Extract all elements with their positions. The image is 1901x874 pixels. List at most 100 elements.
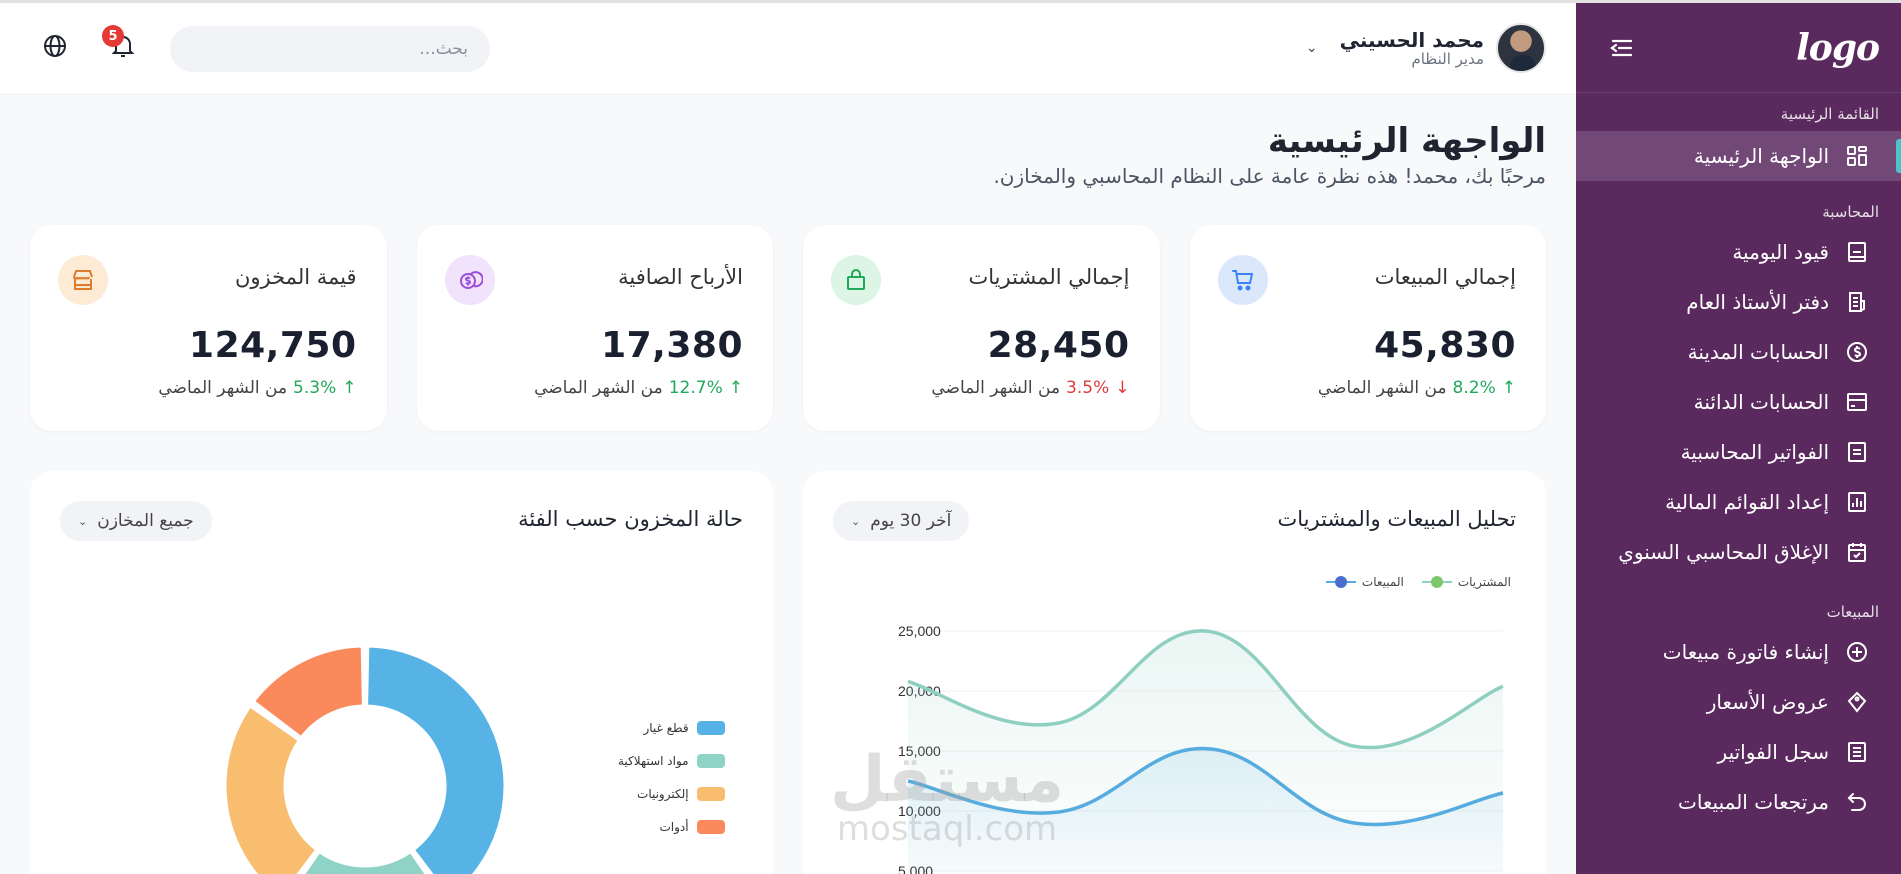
legend-swatch-green — [1421, 576, 1452, 588]
stat-card-total-sales[interactable]: إجمالي المبيعات 45,830 ↑ 8.2% من الشهر ا… — [1189, 225, 1546, 431]
book-icon — [1845, 240, 1869, 264]
stat-delta-percent: 8.2% — [1452, 378, 1496, 398]
sidebar-item-general-ledger[interactable]: دفتر الأستاذ العام — [1576, 277, 1901, 327]
wallet-icon — [1845, 390, 1869, 414]
donut-slice[interactable] — [365, 644, 507, 874]
collapse-sidebar-button[interactable] — [1606, 32, 1638, 64]
line-series[interactable] — [907, 746, 1504, 827]
list-icon — [1845, 740, 1869, 764]
sidebar-item-label: قيود اليومية — [1732, 240, 1829, 264]
stat-card-total-purchases[interactable]: إجمالي المشتريات 28,450 ↓ 3.5% من الشهر … — [803, 225, 1160, 431]
sidebar-item-quotations[interactable]: عروض الأسعار — [1576, 677, 1901, 727]
donut-slice[interactable] — [285, 850, 445, 874]
arrow-up-icon: ↑ — [1501, 378, 1516, 398]
sidebar-item-financial-statements[interactable]: إعداد القوائم المالية — [1576, 477, 1901, 527]
legend-item[interactable]: قطع غيار — [618, 711, 725, 744]
store-icon — [58, 255, 108, 305]
warehouse-dropdown[interactable]: جميع المخازن ⌄ — [60, 501, 212, 541]
stat-title: إجمالي المشتريات — [968, 265, 1130, 289]
sidebar-item-create-sales-invoice[interactable]: إنشاء فاتورة مبيعات — [1576, 627, 1901, 677]
user-menu[interactable]: محمد الحسيني مدير النظام ⌄ — [1306, 23, 1546, 73]
legend-label: قطع غيار — [643, 720, 689, 735]
sidebar-item-label: الواجهة الرئيسية — [1693, 144, 1829, 168]
document-icon — [1845, 440, 1869, 464]
chevron-down-icon: ⌄ — [78, 514, 88, 528]
stat-delta-suffix: من الشهر الماضي — [534, 378, 663, 398]
sidebar-item-receivables[interactable]: الحسابات المدينة — [1576, 327, 1901, 377]
stat-title: إجمالي المبيعات — [1374, 265, 1516, 289]
donut-slice[interactable] — [223, 704, 319, 874]
legend-label: مواد استهلاكية — [618, 753, 689, 768]
sidebar-item-payables[interactable]: الحسابات الدائنة — [1576, 377, 1901, 427]
legend-item[interactable]: إلكترونيات — [618, 777, 725, 810]
dollar-circle-icon — [1845, 340, 1869, 364]
globe-icon — [44, 35, 66, 57]
period-dropdown[interactable]: آخر 30 يوم ⌄ — [833, 501, 970, 541]
legend-swatch-blue — [1325, 576, 1356, 588]
panel-title: حالة المخزون حسب الفئة — [518, 507, 743, 531]
legend-item[interactable]: أدوات — [618, 810, 725, 843]
donut-legend: قطع غيار مواد استهلاكية إلكترونيات أدوات — [618, 711, 725, 843]
grid-icon — [1845, 144, 1869, 168]
sidebar-item-label: الحسابات الدائنة — [1693, 390, 1829, 414]
chevron-down-icon: ⌄ — [851, 514, 861, 528]
panel-title: تحليل المبيعات والمشتريات — [1277, 507, 1516, 531]
arrow-up-icon: ↑ — [342, 378, 357, 398]
sidebar-section-title: القائمة الرئيسية — [1780, 105, 1879, 123]
stat-delta: ↑ 8.2% من الشهر الماضي — [1318, 378, 1516, 398]
dropdown-value: جميع المخازن — [97, 511, 194, 531]
search-input[interactable] — [170, 26, 490, 72]
sidebar-item-label: سجل الفواتير — [1717, 740, 1829, 764]
stat-delta: ↓ 3.5% من الشهر الماضي — [931, 378, 1129, 398]
user-role: مدير النظام — [1411, 49, 1484, 68]
stat-value: 45,830 — [1374, 325, 1516, 366]
legend-item[interactable]: مواد استهلاكية — [618, 744, 725, 777]
stat-delta-suffix: من الشهر الماضي — [1317, 378, 1447, 398]
legend-item-sales[interactable]: المبيعات — [1325, 575, 1404, 589]
ledger-icon — [1845, 290, 1869, 314]
sidebar-item-label: مرتجعات المبيعات — [1677, 790, 1829, 814]
sidebar-item-journal-entries[interactable]: قيود اليومية — [1576, 227, 1901, 277]
chart-panels: تحليل المبيعات والمشتريات آخر 30 يوم ⌄ ا… — [30, 471, 1546, 874]
chevron-down-icon[interactable]: ⌄ — [1305, 40, 1318, 56]
stat-value: 17,380 — [601, 325, 743, 366]
sidebar-item-invoice-log[interactable]: سجل الفواتير — [1576, 727, 1901, 777]
legend-swatch — [696, 753, 725, 768]
coins-icon — [444, 255, 495, 305]
dropdown-value: آخر 30 يوم — [870, 511, 952, 531]
sidebar-item-label: إنشاء فاتورة مبيعات — [1662, 640, 1829, 664]
line-chart[interactable]: 25,00020,00015,00010,0005,000 — [803, 611, 1528, 874]
language-button[interactable] — [40, 31, 70, 61]
legend-item-purchases[interactable]: المشتريات — [1421, 575, 1511, 589]
page-subtitle: مرحبًا بك، محمد! هذه نظرة عامة على النظا… — [993, 163, 1546, 188]
stat-delta: ↑ 12.7% من الشهر الماضي — [534, 378, 743, 398]
arrow-down-icon: ↓ — [1115, 378, 1130, 398]
legend-label: أدوات — [659, 819, 689, 834]
sidebar-item-annual-closing[interactable]: الإغلاق المحاسبي السنوي — [1576, 527, 1901, 577]
legend-swatch — [696, 786, 725, 801]
svg-text:25,000: 25,000 — [898, 623, 941, 639]
plus-circle-icon — [1845, 640, 1869, 664]
sidebar-item-sales-returns[interactable]: مرتجعات المبيعات — [1576, 777, 1901, 827]
stat-delta-percent: 3.5% — [1066, 378, 1110, 398]
sidebar-section-title: المبيعات — [1826, 603, 1879, 621]
donut-slice[interactable] — [251, 644, 365, 740]
sidebar-item-label: الإغلاق المحاسبي السنوي — [1618, 540, 1829, 564]
line-series[interactable] — [907, 629, 1504, 750]
sidebar-item-accounting-invoices[interactable]: الفواتير المحاسبية — [1576, 427, 1901, 477]
legend-label: إلكترونيات — [637, 786, 689, 801]
stat-cards: إجمالي المبيعات 45,830 ↑ 8.2% من الشهر ا… — [30, 225, 1546, 431]
arrow-up-icon: ↑ — [728, 378, 743, 398]
notifications-button[interactable]: 5 — [102, 25, 138, 61]
topbar: محمد الحسيني مدير النظام ⌄ 5 — [0, 3, 1576, 95]
sidebar-item-label: إعداد القوائم المالية — [1665, 490, 1829, 514]
sidebar-item-label: عروض الأسعار — [1706, 690, 1829, 714]
logo[interactable]: logo — [1796, 26, 1880, 69]
donut-chart[interactable] — [150, 621, 550, 874]
sidebar-item-label: الفواتير المحاسبية — [1680, 440, 1829, 464]
stat-card-net-profit[interactable]: الأرباح الصافية 17,380 ↑ 12.7% من الشهر … — [416, 225, 773, 431]
sidebar-item-dashboard[interactable]: الواجهة الرئيسية — [1576, 131, 1901, 181]
stat-card-inventory-value[interactable]: قيمة المخزون 124,750 ↑ 5.3% من الشهر الم… — [30, 225, 387, 431]
stat-delta-percent: 12.7% — [668, 378, 723, 398]
legend-swatch — [696, 819, 725, 834]
